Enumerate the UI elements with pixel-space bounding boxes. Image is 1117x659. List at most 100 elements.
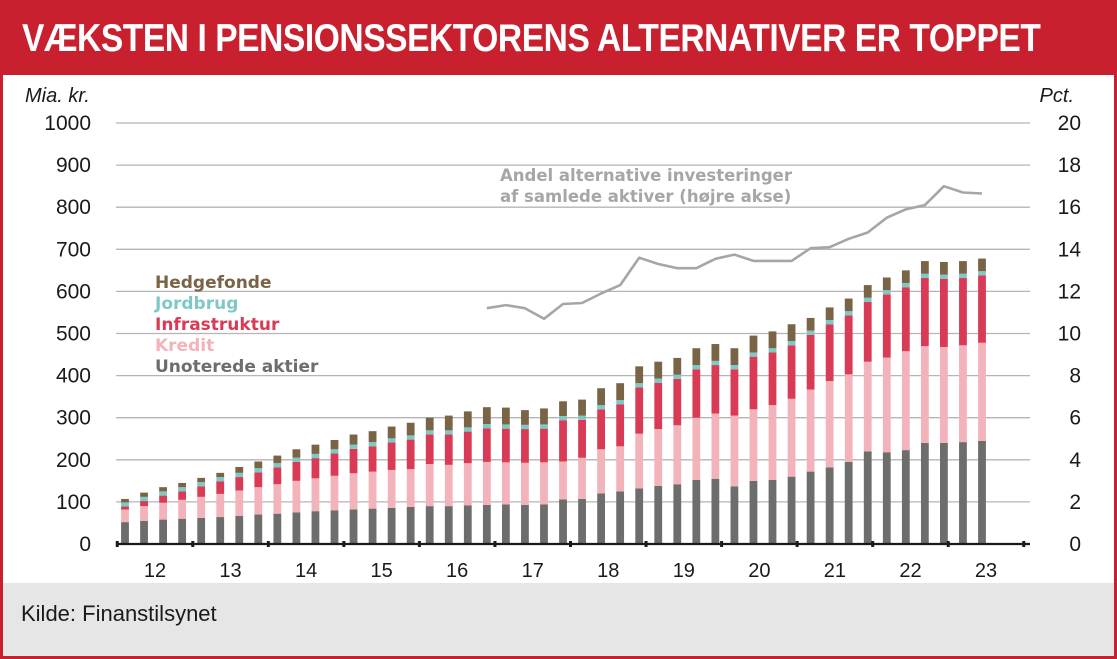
right-tick-label: 0 (1069, 533, 1081, 556)
bar-segment-unoterede-aktier (673, 484, 682, 544)
left-tick-label: 400 (56, 365, 91, 388)
bar-segment-infrastruktur (349, 448, 358, 474)
bar-segment-kredit (597, 449, 606, 494)
bar-segment-kredit (940, 346, 948, 443)
bar-segment-unoterede-aktier (273, 513, 282, 544)
bar-segment-unoterede-aktier (444, 506, 453, 544)
source-note: Kilde: Finanstilsynet (21, 601, 217, 626)
bar-segment-hedgefonde (730, 348, 739, 366)
bar-segment-infrastruktur (216, 481, 225, 494)
bar-segment-unoterede-aktier (463, 505, 472, 544)
bar-segment-kredit (311, 478, 320, 512)
bar-segment-unoterede-aktier (178, 518, 187, 544)
bar-segment-jordbrug (978, 271, 986, 276)
bar-segment-jordbrug (882, 290, 891, 295)
bar-segment-hedgefonde (920, 261, 929, 274)
bar-segment-infrastruktur (425, 434, 434, 465)
bar-segment-infrastruktur (178, 491, 187, 500)
bar-segment-hedgefonde (311, 444, 320, 454)
bar-segment-hedgefonde (159, 487, 167, 492)
right-tick-label: 20 (1058, 112, 1081, 135)
x-tick-label: 20 (748, 560, 770, 582)
bar-segment-jordbrug (692, 365, 701, 370)
bar-segment-hedgefonde (292, 449, 301, 458)
bar-segment-hedgefonde (692, 348, 701, 366)
bar-segment-hedgefonde (406, 422, 415, 436)
bar-segment-jordbrug (730, 365, 739, 370)
right-tick-label: 14 (1058, 238, 1082, 261)
bar-segment-unoterede-aktier (578, 498, 586, 544)
bar-segment-hedgefonde (330, 440, 339, 450)
bar-segment-kredit (844, 374, 853, 462)
legend-hedgefonde: Hedgefonde (155, 273, 272, 293)
bar-segment-unoterede-aktier (768, 480, 777, 544)
bar-segment-hedgefonde (540, 408, 548, 425)
bar-segment-jordbrug (292, 457, 301, 462)
bar-segment-kredit (425, 464, 434, 507)
bar-segment-hedgefonde (140, 492, 148, 497)
bar-segment-hedgefonde (197, 477, 206, 483)
bar-segment-unoterede-aktier (940, 442, 948, 544)
line-annotation-1: Andel alternative investeringer (500, 166, 793, 185)
bar-segment-infrastruktur (501, 428, 510, 463)
bar-segment-unoterede-aktier (711, 478, 720, 544)
bar-segment-jordbrug (787, 341, 796, 346)
bar-segment-hedgefonde (559, 401, 567, 417)
bar-segment-kredit (178, 499, 187, 519)
bar-segment-unoterede-aktier (349, 509, 358, 544)
bar-segment-kredit (959, 345, 967, 443)
bar-segment-kredit (330, 475, 339, 511)
bar-segment-kredit (406, 469, 415, 507)
bar-segment-jordbrug (444, 430, 453, 435)
bar-segment-kredit (673, 425, 682, 485)
bar-segment-kredit (159, 502, 167, 520)
bar-segment-jordbrug (178, 487, 187, 492)
bar-segment-infrastruktur (844, 315, 853, 375)
bar-segment-jordbrug (597, 405, 606, 410)
bar-segment-kredit (863, 361, 872, 452)
bar-segment-kredit (521, 462, 529, 505)
bar-segment-kredit (711, 413, 720, 479)
bar-segment-hedgefonde (273, 455, 282, 464)
bar-segment-hedgefonde (863, 285, 872, 298)
right-tick-label: 6 (1069, 407, 1081, 430)
gridlines (116, 122, 1030, 503)
bar-segment-infrastruktur (482, 428, 491, 462)
bar-segment-infrastruktur (768, 352, 777, 406)
bar-segment-hedgefonde (597, 388, 606, 406)
bar-segment-hedgefonde (425, 417, 434, 431)
bar-segment-unoterede-aktier (235, 515, 244, 544)
bar-segment-infrastruktur (254, 472, 263, 488)
bar-segment-unoterede-aktier (959, 442, 967, 544)
bar-segment-hedgefonde (235, 466, 244, 473)
bar-segment-unoterede-aktier (635, 488, 644, 544)
bar-segment-infrastruktur (787, 345, 796, 399)
bar-segment-jordbrug (540, 424, 548, 429)
right-tick-label: 2 (1069, 491, 1081, 514)
bar-segment-unoterede-aktier (749, 480, 758, 544)
x-tick-label: 22 (899, 560, 921, 582)
right-tick-label: 4 (1069, 449, 1081, 472)
bar-segment-jordbrug (254, 468, 263, 473)
bar-segment-infrastruktur (730, 369, 739, 416)
bar-segment-hedgefonde (368, 431, 377, 443)
bar-segment-kredit (368, 471, 377, 509)
bar-segment-kredit (140, 506, 148, 521)
bar-segment-kredit (482, 461, 491, 505)
bar-segment-jordbrug (654, 378, 663, 383)
bar-segment-jordbrug (140, 496, 148, 502)
bar-segment-hedgefonde (501, 407, 510, 425)
bar-segment-hedgefonde (616, 383, 625, 401)
bar-segment-kredit (197, 496, 206, 518)
line-annotation-2: af samlede aktiver (højre akse) (500, 187, 791, 206)
bar-segment-kredit (901, 351, 910, 451)
bar-segment-unoterede-aktier (330, 510, 339, 544)
bar-segment-unoterede-aktier (368, 508, 377, 544)
bar-segment-hedgefonde (749, 335, 758, 353)
bar-segment-kredit (121, 509, 129, 523)
left-tick-label: 100 (56, 491, 91, 514)
bar-segment-jordbrug (768, 348, 777, 353)
bar-segment-kredit (292, 480, 301, 513)
bar-segment-jordbrug (159, 491, 167, 496)
